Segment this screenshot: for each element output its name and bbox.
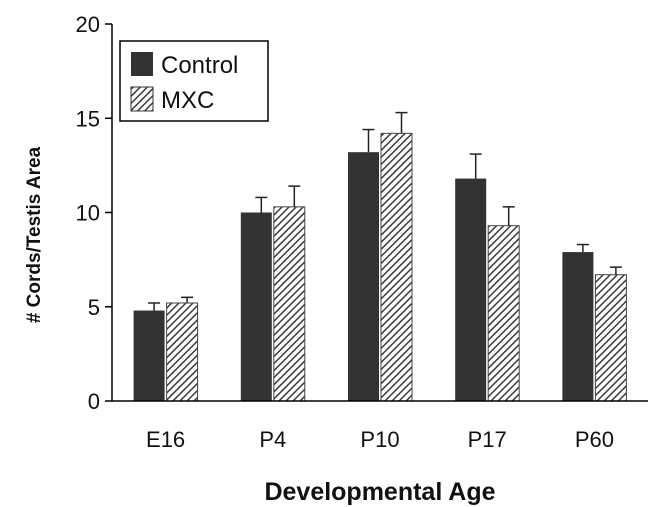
x-tick-label: P17 xyxy=(468,427,507,452)
legend-label-control: Control xyxy=(161,52,238,79)
bar-control-p60 xyxy=(562,252,594,401)
bar-control-p4 xyxy=(240,212,272,401)
bar-mxc-p17 xyxy=(487,225,520,402)
y-tick-label: 15 xyxy=(76,106,100,131)
bar-control-e16 xyxy=(133,310,165,401)
x-axis-title: Developmental Age xyxy=(264,478,495,506)
y-axis-ticks: 0 5 10 15 20 xyxy=(76,12,112,414)
bar-mxc-p4 xyxy=(273,206,306,402)
y-tick-label: 20 xyxy=(76,12,100,37)
y-axis-title: # Cords/Testis Area xyxy=(24,146,45,323)
bar-control-p17 xyxy=(455,178,487,401)
error-bars xyxy=(148,111,622,311)
bar-mxc-p10 xyxy=(380,132,413,402)
y-tick-label: 0 xyxy=(88,389,100,414)
x-tick-label: E16 xyxy=(146,427,185,452)
bar-mxc-p60 xyxy=(594,274,627,402)
bar-control-p10 xyxy=(348,152,379,401)
x-axis-ticks: E16 P4 P10 P17 P60 xyxy=(146,427,614,452)
legend-label-mxc: MXC xyxy=(161,87,214,114)
bars xyxy=(133,132,627,402)
x-tick-label: P60 xyxy=(575,427,614,452)
y-tick-label: 10 xyxy=(76,201,100,226)
legend: Control MXC xyxy=(119,40,269,122)
legend-swatch-mxc xyxy=(130,86,154,112)
legend-swatch-control xyxy=(131,52,153,76)
bar-mxc-e16 xyxy=(166,302,199,402)
x-tick-label: P10 xyxy=(360,427,399,452)
x-tick-label: P4 xyxy=(259,427,286,452)
y-tick-label: 5 xyxy=(88,295,100,320)
